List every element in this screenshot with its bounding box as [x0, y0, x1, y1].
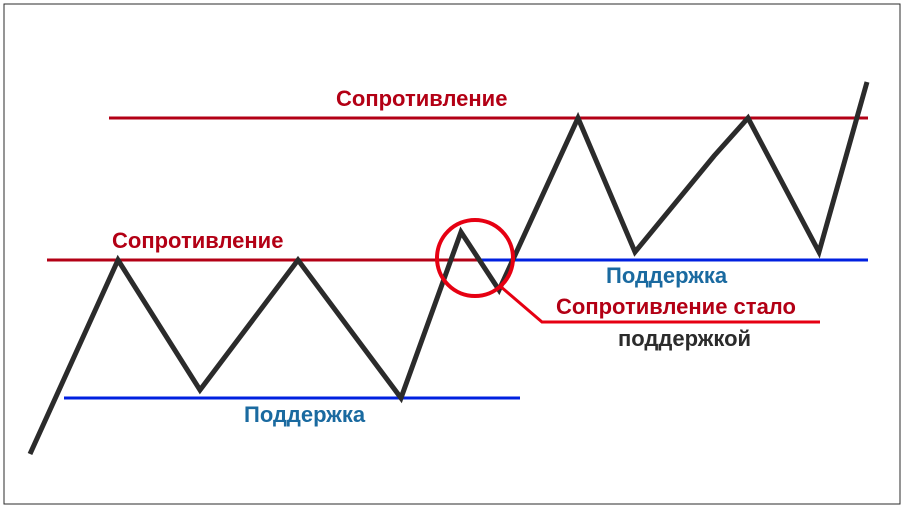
label-resistance-mid: Сопротивление [112, 228, 283, 253]
label-callout-line2: поддержкой [618, 326, 751, 351]
label-callout-line1: Сопротивление стало [556, 294, 796, 319]
label-resistance-upper: Сопротивление [336, 86, 507, 111]
diagram-svg: Сопротивление Сопротивление Поддержка По… [0, 0, 904, 508]
label-support-lower: Поддержка [244, 402, 366, 427]
breakout-circle-icon [437, 220, 513, 296]
label-support-mid: Поддержка [606, 263, 728, 288]
diagram-frame: Сопротивление Сопротивление Поддержка По… [0, 0, 904, 508]
